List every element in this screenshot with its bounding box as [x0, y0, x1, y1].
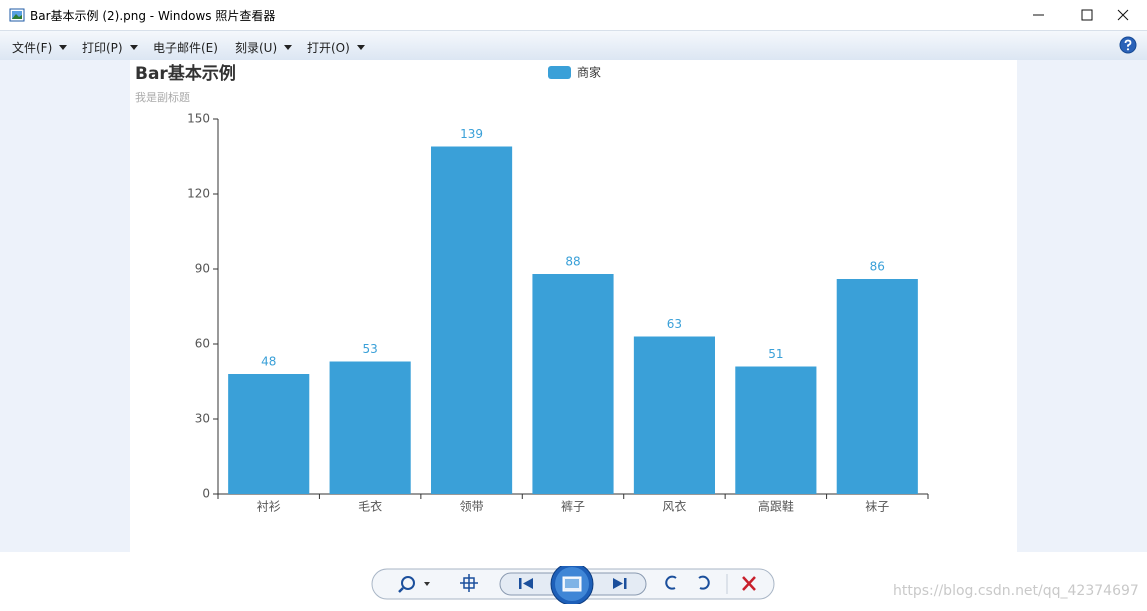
x-tick-label: 风衣 — [662, 499, 686, 514]
data-label: 51 — [768, 347, 783, 361]
menu-item[interactable]: 电子邮件(E) — [153, 39, 218, 56]
previous-button[interactable] — [519, 578, 533, 589]
menu-item[interactable]: 打开(O) — [307, 39, 365, 56]
window-controls — [1033, 9, 1129, 21]
maximize-button[interactable] — [1081, 9, 1093, 21]
bar — [329, 361, 411, 494]
chart: Bar基本示例 我是副标题 商家 0 30 60 90 120 150 衬衫 毛衣 领带 裤子 风衣 高… — [130, 60, 1017, 552]
menu-label: 打印(P) — [82, 41, 123, 55]
y-tick-label: 90 — [195, 262, 210, 276]
y-tick-label: 60 — [195, 337, 210, 351]
x-tick-label: 领带 — [460, 500, 484, 514]
data-label: 53 — [363, 342, 378, 356]
close-button[interactable] — [1117, 9, 1129, 21]
menu-item[interactable]: 打印(P) — [82, 39, 138, 56]
menu-label: 文件(F) — [12, 41, 53, 55]
chart-title: Bar基本示例 — [135, 63, 236, 84]
help-button[interactable] — [1119, 36, 1137, 54]
toolbar — [371, 566, 775, 604]
app-icon — [9, 8, 25, 22]
title-bar: Bar基本示例 (2).png - Windows 照片查看器 — [0, 0, 1147, 30]
menu-item[interactable]: 文件(F) — [12, 39, 68, 56]
bar — [836, 279, 918, 494]
x-tick-label: 高跟鞋 — [758, 499, 794, 514]
bar — [532, 274, 614, 494]
window-title: Bar基本示例 (2).png - Windows 照片查看器 — [30, 9, 276, 23]
delete-button[interactable] — [742, 576, 756, 591]
rotate-left-button[interactable] — [665, 575, 677, 590]
menu-label: 刻录(U) — [235, 41, 278, 55]
data-label: 88 — [565, 255, 580, 269]
data-label: 86 — [870, 260, 885, 274]
x-tick-label: 袜子 — [865, 500, 889, 514]
actual-size-button[interactable] — [460, 574, 478, 592]
chart-subtitle: 我是副标题 — [135, 90, 190, 104]
data-label: 48 — [261, 355, 276, 369]
data-label: 63 — [667, 317, 682, 331]
y-tick-label: 150 — [187, 112, 210, 126]
next-button[interactable] — [613, 578, 627, 589]
menu-bar: 文件(F) 打印(P) 电子邮件(E) 刻录(U) 打开(O) — [0, 30, 1147, 61]
y-tick-label: 120 — [187, 187, 210, 201]
bar — [228, 374, 310, 494]
rotate-right-button[interactable] — [698, 575, 710, 590]
x-tick-label: 毛衣 — [358, 499, 382, 514]
bar — [633, 336, 715, 494]
menu-item[interactable]: 刻录(U) — [235, 39, 293, 56]
y-tick-label: 30 — [195, 412, 210, 426]
zoom-button[interactable] — [398, 576, 430, 593]
bar — [735, 366, 817, 494]
menu-label: 电子邮件(E) — [153, 41, 218, 55]
legend-label: 商家 — [577, 65, 601, 80]
bar — [431, 146, 513, 494]
legend-swatch — [548, 66, 571, 79]
data-label: 139 — [460, 127, 483, 141]
y-tick-label: 0 — [202, 487, 210, 501]
x-tick-label: 衬衫 — [257, 500, 281, 514]
watermark: https://blog.csdn.net/qq_42374697 — [893, 583, 1139, 599]
slideshow-button[interactable] — [550, 566, 594, 604]
menu-label: 打开(O) — [307, 41, 350, 55]
x-tick-label: 裤子 — [561, 500, 585, 514]
